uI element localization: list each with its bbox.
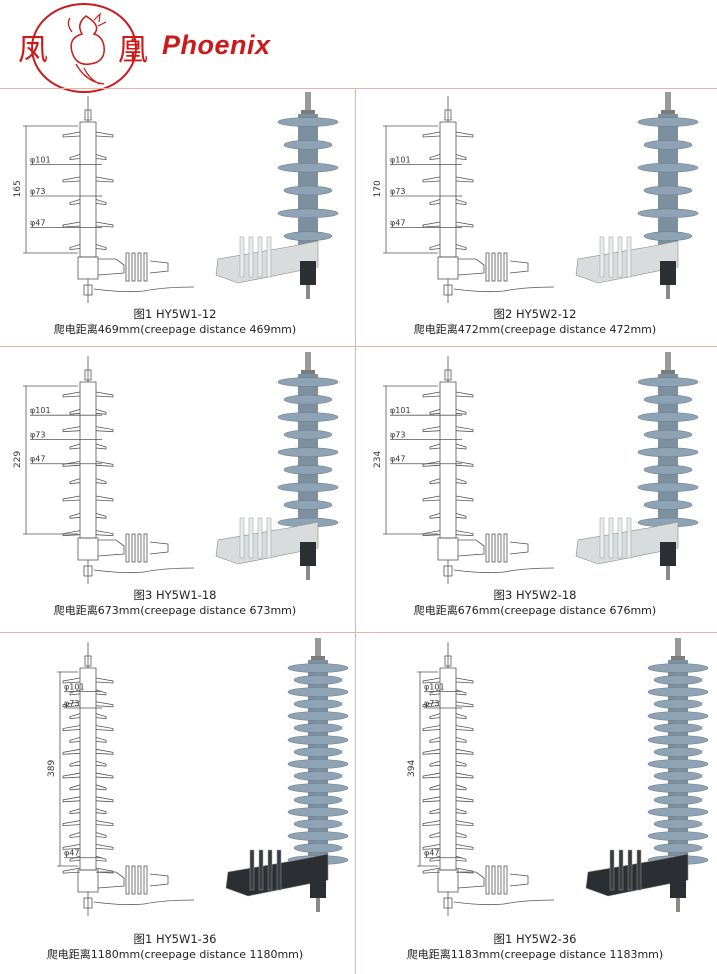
- diameter-label-47: φ47: [390, 219, 405, 228]
- technical-drawing: [23, 96, 195, 303]
- product-panel-hy5w2-12: 170 φ101 φ73 φ47 图2 HY5W2-12 爬电距离472mm(cree…: [360, 90, 710, 346]
- product-photo: [215, 352, 339, 580]
- diameter-label-73: φ73: [30, 430, 45, 439]
- header-divider: [0, 88, 717, 89]
- diameter-label-47: φ47: [30, 219, 45, 228]
- dimension-height: 389: [47, 760, 57, 777]
- model-title: 图3 HY5W2-18: [493, 588, 577, 602]
- diameter-label-101: φ101: [424, 682, 445, 691]
- diameter-label-73: φ73: [30, 187, 45, 196]
- dimension-height: 234: [373, 451, 383, 468]
- creepage-text: 爬电距离1183mm(creepage distance 1183mm): [406, 948, 664, 961]
- technical-drawing: [383, 356, 555, 584]
- model-title: 图1 HY5W2-36: [493, 932, 577, 946]
- technical-drawing: [57, 642, 195, 916]
- creepage-text: 爬电距离1180mm(creepage distance 1180mm): [46, 948, 304, 961]
- product-photo: [215, 92, 339, 299]
- arrester-figure: 394 φ101 φ73 φ47: [407, 638, 709, 916]
- diameter-label-101: φ101: [390, 406, 411, 415]
- diameter-label-73: φ73: [390, 430, 405, 439]
- technical-drawing: [417, 642, 555, 916]
- product-panel-hy5w1-18: 229 φ101 φ73 φ47 图3 HY5W1-18 爬电距离673mm(cree…: [0, 350, 350, 632]
- phoenix-logo: 凤 凰: [18, 3, 148, 93]
- diameter-label-73: φ73: [424, 699, 439, 708]
- technical-drawing: [23, 356, 195, 584]
- header: 凤 凰 Phoenix: [0, 0, 717, 95]
- product-photo: [585, 638, 709, 912]
- arrester-figure: 165 φ101 φ73 φ47: [13, 92, 339, 303]
- model-title: 图2 HY5W2-12: [493, 307, 577, 321]
- product-panel-hy5w1-36: 389 φ101 φ73 φ47 图1 HY5W1-36 爬电距离1180mm(cre…: [0, 636, 350, 974]
- technical-drawing: [383, 96, 555, 303]
- panel-caption: 图1 HY5W1-36 爬电距离1180mm(creepage distance…: [0, 932, 350, 962]
- diameter-label-73: φ73: [390, 187, 405, 196]
- arrester-figure: 170 φ101 φ73 φ47: [373, 92, 699, 303]
- model-title: 图1 HY5W1-12: [133, 307, 217, 321]
- panel-caption: 图3 HY5W1-18 爬电距离673mm(creepage distance …: [0, 588, 350, 618]
- diameter-label-101: φ101: [64, 682, 85, 691]
- diameter-label-101: φ101: [30, 156, 51, 165]
- model-title: 图3 HY5W1-18: [133, 588, 217, 602]
- creepage-text: 爬电距离676mm(creepage distance 676mm): [413, 604, 657, 617]
- svg-text:凰: 凰: [118, 33, 148, 68]
- creepage-text: 爬电距离469mm(creepage distance 469mm): [53, 323, 297, 336]
- product-panel-hy5w2-36: 394 φ101 φ73 φ47 图1 HY5W2-36 爬电距离1183mm(cre…: [360, 636, 710, 974]
- model-title: 图1 HY5W1-36: [133, 932, 217, 946]
- panel-caption: 图2 HY5W2-12 爬电距离472mm(creepage distance …: [360, 307, 710, 337]
- row-divider-1: [0, 346, 717, 347]
- column-divider: [355, 88, 356, 974]
- diameter-label-47: φ47: [64, 849, 79, 858]
- row-divider-2: [0, 632, 717, 633]
- product-panel-hy5w2-18: 234 φ101 φ73 φ47 图3 HY5W2-18 爬电距离676mm(cree…: [360, 350, 710, 632]
- svg-text:凤: 凤: [18, 33, 48, 68]
- arrester-figure: 389 φ101 φ73 φ47: [47, 638, 349, 916]
- product-photo: [575, 352, 699, 580]
- panel-caption: 图1 HY5W2-36 爬电距离1183mm(creepage distance…: [360, 932, 710, 962]
- creepage-text: 爬电距离472mm(creepage distance 472mm): [413, 323, 657, 336]
- product-photo: [575, 92, 699, 299]
- brand-name: Phoenix: [162, 30, 271, 60]
- product-photo: [225, 638, 349, 912]
- panel-caption: 图1 HY5W1-12 爬电距离469mm(creepage distance …: [0, 307, 350, 337]
- dimension-height: 229: [13, 451, 23, 468]
- dimension-height: 394: [407, 760, 417, 777]
- diameter-label-47: φ47: [424, 849, 439, 858]
- arrester-figure: 234 φ101 φ73 φ47: [373, 352, 699, 584]
- panel-caption: 图3 HY5W2-18 爬电距离676mm(creepage distance …: [360, 588, 710, 618]
- product-panel-hy5w1-12: 165 φ101 φ73 φ47 图1 HY5W1-12 爬电距离469mm(cree…: [0, 90, 350, 346]
- diameter-label-47: φ47: [30, 455, 45, 464]
- diameter-label-101: φ101: [30, 406, 51, 415]
- diameter-label-101: φ101: [390, 156, 411, 165]
- arrester-figure: 229 φ101 φ73 φ47: [13, 352, 339, 584]
- creepage-text: 爬电距离673mm(creepage distance 673mm): [53, 604, 297, 617]
- dimension-height: 165: [13, 180, 23, 197]
- diameter-label-47: φ47: [390, 455, 405, 464]
- diameter-label-73: φ73: [64, 699, 79, 708]
- dimension-height: 170: [373, 180, 383, 197]
